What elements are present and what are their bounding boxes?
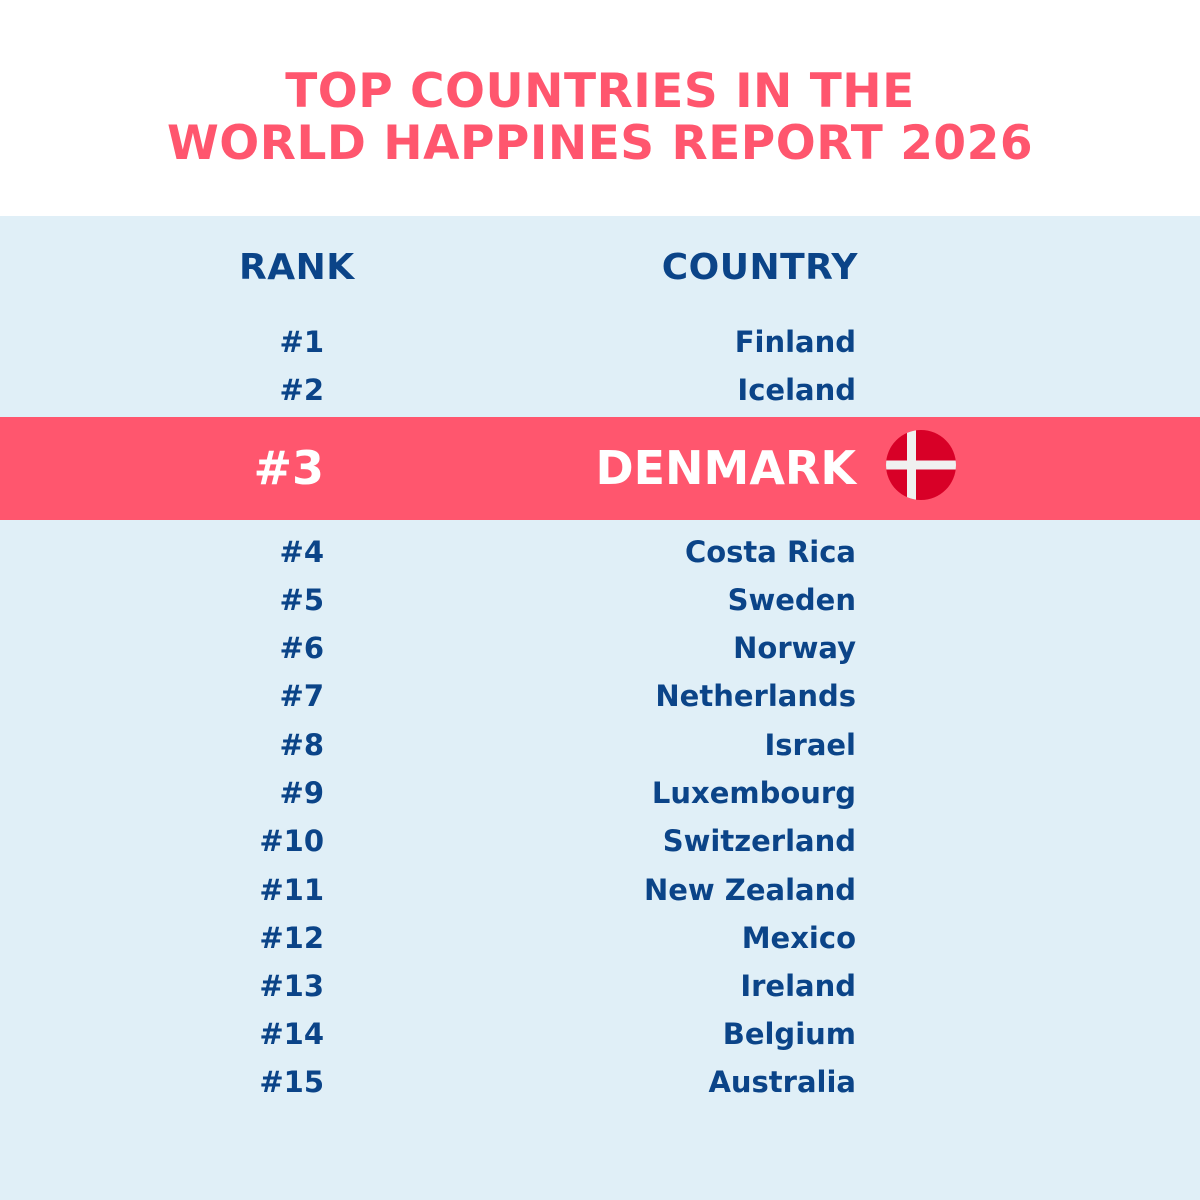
rank-cell: #2 xyxy=(279,373,324,407)
rank-cell: #1 xyxy=(279,325,324,359)
denmark-flag-icon xyxy=(886,430,956,500)
ranking-panel xyxy=(0,216,1200,1200)
table-row: #2 Iceland xyxy=(0,370,1200,410)
country-cell: Netherlands xyxy=(655,679,856,713)
table-row: #13 Ireland xyxy=(0,966,1200,1006)
country-cell: Switzerland xyxy=(662,824,856,858)
highlight-country: DENMARK xyxy=(595,441,856,495)
rank-cell: #13 xyxy=(259,969,324,1003)
rank-cell: #12 xyxy=(259,921,324,955)
rank-cell: #11 xyxy=(259,873,324,907)
table-row: #11 New Zealand xyxy=(0,870,1200,910)
country-cell: Luxembourg xyxy=(651,776,856,810)
page-title-line-2: WORLD HAPPINES REPORT 2026 xyxy=(166,116,1034,171)
country-cell: Iceland xyxy=(737,373,856,407)
title-area: TOP COUNTRIES IN THE WORLD HAPPINES REPO… xyxy=(0,0,1200,216)
table-row: #9 Luxembourg xyxy=(0,773,1200,813)
rank-cell: #4 xyxy=(279,535,324,569)
table-row: #8 Israel xyxy=(0,725,1200,765)
table-row: #6 Norway xyxy=(0,628,1200,668)
rank-cell: #14 xyxy=(259,1017,324,1051)
rank-cell: #6 xyxy=(279,631,324,665)
highlighted-row: #3 DENMARK xyxy=(0,417,1200,520)
table-row: #7 Netherlands xyxy=(0,676,1200,716)
highlight-rank: #3 xyxy=(253,441,324,495)
country-cell: Mexico xyxy=(741,921,856,955)
rank-cell: #10 xyxy=(259,824,324,858)
table-row: #5 Sweden xyxy=(0,580,1200,620)
page-title-line-1: TOP COUNTRIES IN THE xyxy=(285,64,915,119)
country-cell: Belgium xyxy=(722,1017,856,1051)
rank-cell: #5 xyxy=(279,583,324,617)
country-cell: Israel xyxy=(764,728,856,762)
rank-cell: #7 xyxy=(279,679,324,713)
rank-cell: #9 xyxy=(279,776,324,810)
rank-cell: #15 xyxy=(259,1065,324,1099)
table-row: #14 Belgium xyxy=(0,1014,1200,1054)
table-row: #15 Australia xyxy=(0,1062,1200,1102)
country-cell: Finland xyxy=(734,325,856,359)
country-cell: Sweden xyxy=(727,583,856,617)
rank-cell: #8 xyxy=(279,728,324,762)
rank-column-header: RANK xyxy=(239,247,355,288)
country-cell: New Zealand xyxy=(643,873,856,907)
country-cell: Ireland xyxy=(740,969,856,1003)
table-row: #10 Switzerland xyxy=(0,821,1200,861)
table-row: #1 Finland xyxy=(0,322,1200,362)
country-cell: Norway xyxy=(733,631,856,665)
country-cell: Costa Rica xyxy=(684,535,856,569)
country-column-header: COUNTRY xyxy=(661,247,858,288)
table-row: #12 Mexico xyxy=(0,918,1200,958)
table-row: #4 Costa Rica xyxy=(0,532,1200,572)
country-cell: Australia xyxy=(708,1065,856,1099)
